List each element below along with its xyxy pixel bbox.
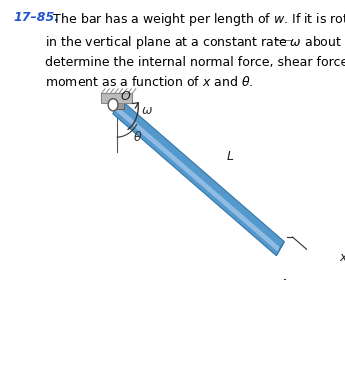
Circle shape <box>108 99 118 111</box>
Text: $\omega$: $\omega$ <box>141 104 153 117</box>
Text: The bar has a weight per length of $w$. If it is rotating
in the vertical plane : The bar has a weight per length of $w$. … <box>45 11 345 89</box>
Polygon shape <box>276 242 284 256</box>
Text: $\theta$: $\theta$ <box>133 130 143 144</box>
Polygon shape <box>113 100 284 256</box>
Text: $x$: $x$ <box>339 250 345 264</box>
Polygon shape <box>115 106 281 252</box>
Text: O: O <box>120 90 130 103</box>
Text: 17–85.: 17–85. <box>14 11 60 24</box>
FancyBboxPatch shape <box>101 93 132 103</box>
Text: $L$: $L$ <box>226 150 235 163</box>
FancyBboxPatch shape <box>110 93 124 109</box>
